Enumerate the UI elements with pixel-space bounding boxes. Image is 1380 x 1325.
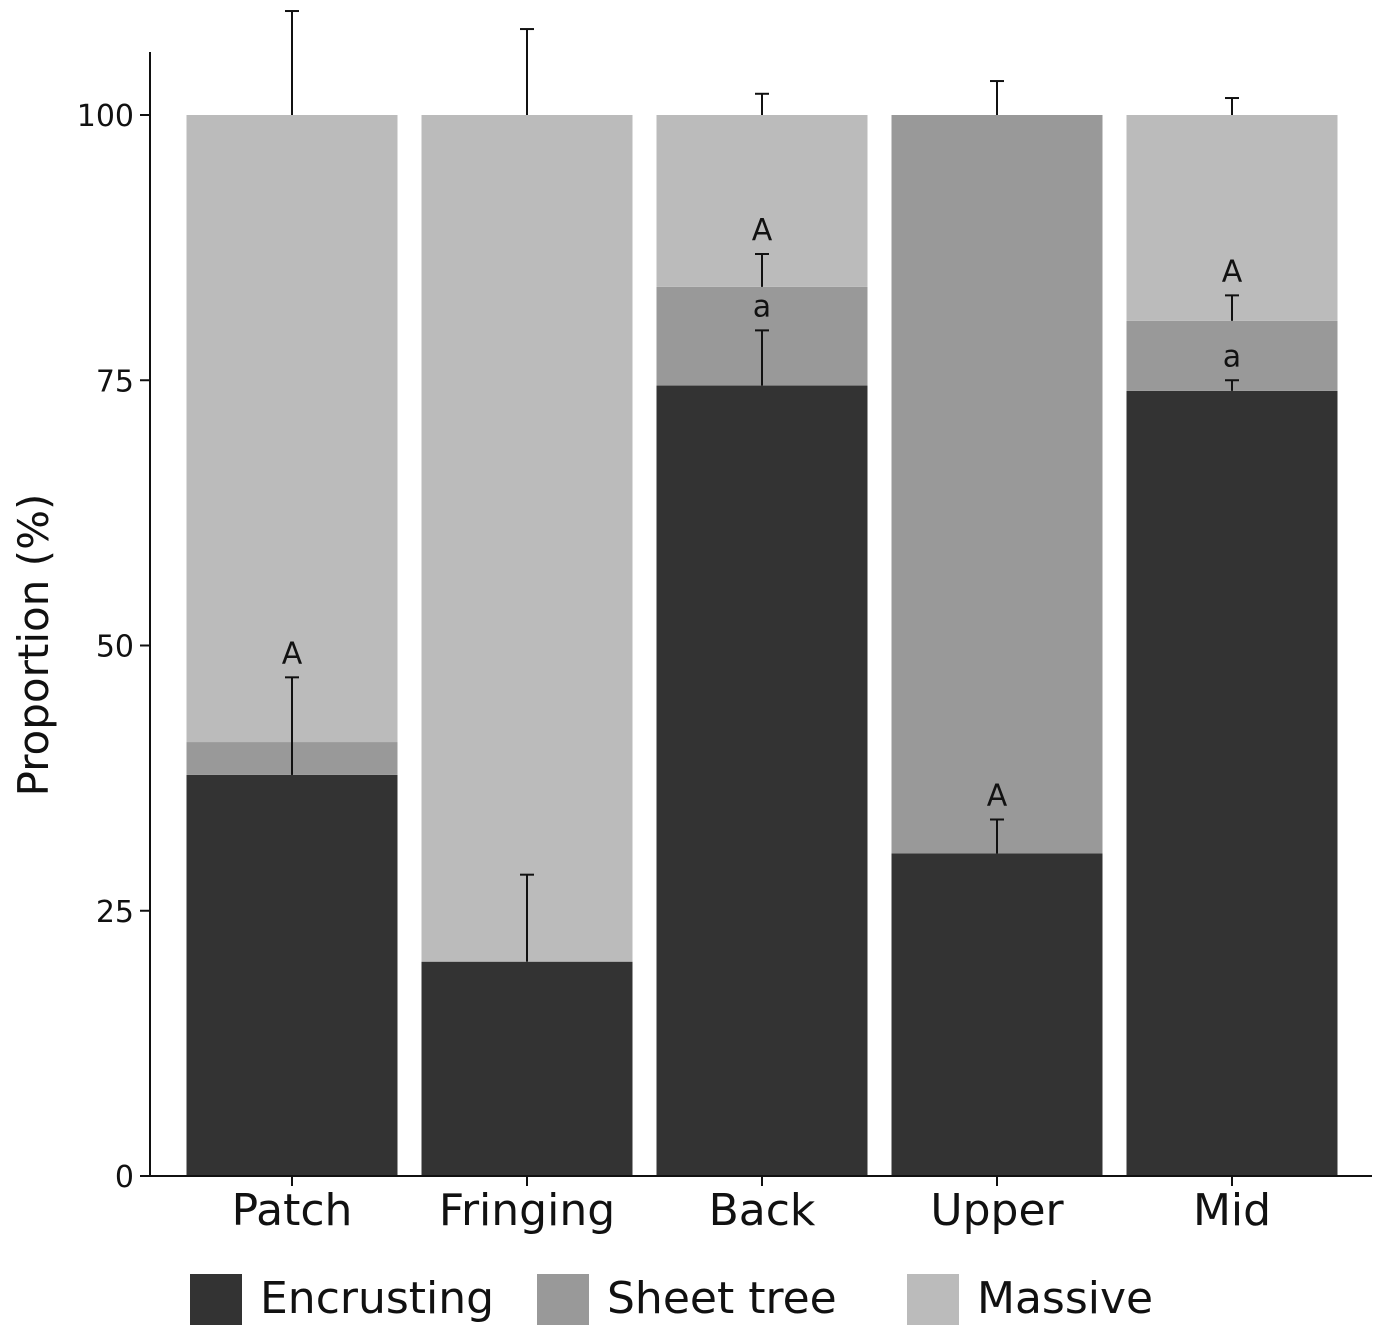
- error-bar-patch-encrusting: [285, 676, 299, 775]
- legend-label-encrusting: Encrusting: [260, 1273, 494, 1324]
- error-bar-mid-massive: [1225, 97, 1239, 115]
- bar-patch-encrusting: [186, 774, 398, 1176]
- significance-label-back-encrusting: a: [753, 289, 771, 324]
- legend-swatch-sheet-tree: [537, 1274, 589, 1325]
- legend: Encrusting Sheet tree Massive: [190, 1273, 1153, 1325]
- legend-item-sheet-tree: Sheet tree: [537, 1273, 837, 1325]
- error-bar-upper-encrusting: [990, 818, 1004, 854]
- error-bars-layer: [285, 10, 1239, 962]
- significance-label-patch-encrusting: A: [282, 636, 303, 671]
- y-tick-label-75: 75: [96, 364, 134, 399]
- y-tick-label-25: 25: [96, 895, 134, 930]
- legend-swatch-massive: [907, 1274, 959, 1325]
- significance-label-mid-sheet-tree: A: [1222, 254, 1243, 289]
- error-bar-patch-massive: [285, 10, 299, 115]
- bar-mid-massive: [1126, 115, 1338, 321]
- annotations-layer: Aa A Aa A: [282, 213, 1243, 814]
- error-bar-fringing-massive: [520, 28, 534, 115]
- bar-fringing-massive: [421, 115, 633, 962]
- y-axis-label: Proportion (%): [9, 494, 58, 797]
- bar-back-encrusting: [656, 385, 868, 1176]
- x-tick-label-back: Back: [709, 1185, 816, 1236]
- legend-item-massive: Massive: [907, 1273, 1153, 1325]
- error-bar-back-massive: [755, 92, 769, 115]
- error-bar-fringing-encrusting: [520, 873, 534, 962]
- legend-item-encrusting: Encrusting: [190, 1273, 494, 1325]
- legend-label-massive: Massive: [977, 1273, 1153, 1324]
- error-bar-upper-massive: [990, 80, 1004, 115]
- bar-mid-encrusting: [1126, 390, 1338, 1176]
- significance-label-upper-encrusting: A: [987, 779, 1008, 814]
- axes-layer: 0 25 50 75 100 Patch Fringing Back Upper Mid: [77, 52, 1372, 1236]
- x-tick-label-mid: Mid: [1193, 1185, 1271, 1236]
- legend-label-sheet-tree: Sheet tree: [607, 1273, 837, 1324]
- y-tick-label-0: 0: [115, 1160, 134, 1195]
- legend-swatch-encrusting: [190, 1274, 242, 1325]
- significance-label-back-sheet-tree: A: [752, 213, 773, 248]
- x-tick-label-patch: Patch: [232, 1185, 353, 1236]
- x-tick-label-fringing: Fringing: [439, 1185, 615, 1236]
- error-bar-back-sheet-tree: [755, 252, 769, 287]
- y-tick-label-100: 100: [77, 99, 134, 134]
- bar-upper-sheet-tree: [891, 115, 1103, 854]
- bar-fringing-encrusting: [421, 961, 633, 1176]
- error-bar-mid-encrusting: [1225, 379, 1239, 391]
- bar-upper-encrusting: [891, 853, 1103, 1176]
- error-bar-mid-sheet-tree: [1225, 294, 1239, 321]
- x-tick-label-upper: Upper: [930, 1185, 1064, 1236]
- significance-label-mid-encrusting: a: [1223, 339, 1241, 374]
- bar-mid-sheet-tree: [1126, 320, 1338, 391]
- error-bar-back-encrusting: [755, 329, 769, 386]
- y-tick-label-50: 50: [96, 630, 134, 665]
- bar-patch-massive: [186, 115, 398, 743]
